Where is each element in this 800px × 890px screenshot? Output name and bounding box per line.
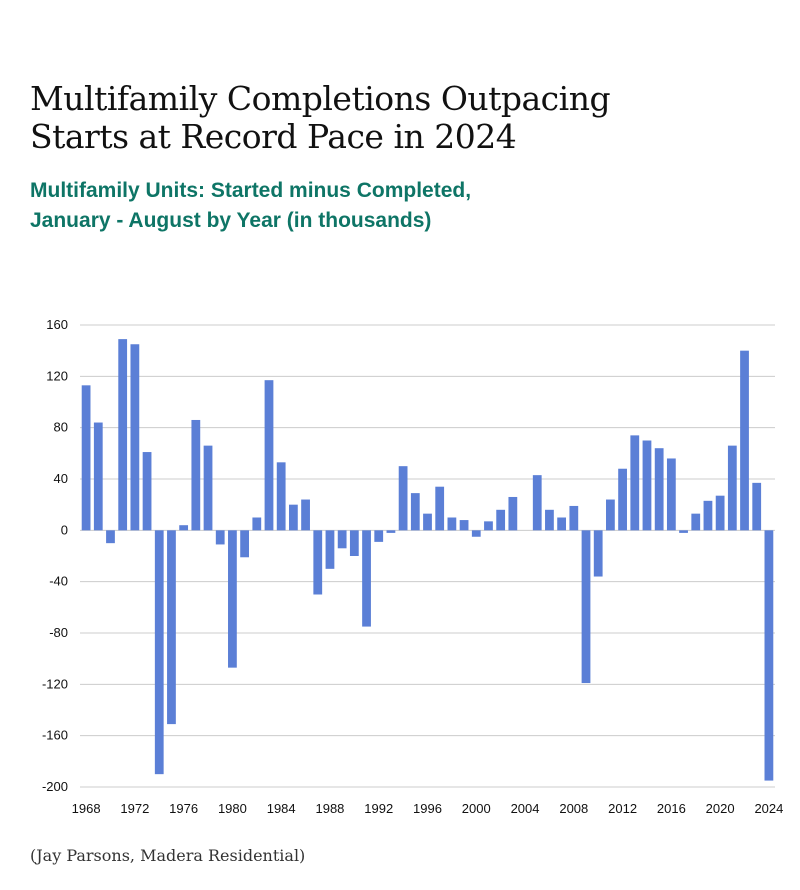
bar-1984 — [276, 462, 286, 531]
bar-1996 — [423, 513, 432, 531]
x-tick-label: 1984 — [267, 801, 296, 816]
bar-1990 — [349, 530, 359, 556]
bar-1993 — [386, 530, 396, 533]
bar-1998 — [447, 517, 457, 531]
bar-1991 — [362, 530, 371, 627]
chart-subtitle-line: Multifamily Units: Started minus Complet… — [30, 179, 472, 202]
bar-2008 — [569, 505, 579, 531]
chart-title: Multifamily Completions Outpacing Starts… — [30, 80, 770, 156]
chart-subtitle-line: January - August by Year (in thousands) — [30, 209, 432, 232]
bar-1978 — [203, 445, 213, 531]
bar-1988 — [325, 530, 335, 569]
bars — [81, 339, 774, 781]
x-tick-label: 1972 — [120, 801, 149, 816]
bar-2015 — [654, 448, 664, 531]
y-tick-label: 40 — [54, 471, 68, 486]
bar-1981 — [240, 530, 249, 558]
bar-2014 — [642, 440, 652, 531]
bar-1968 — [81, 385, 91, 531]
bar-1975 — [167, 530, 176, 725]
y-tick-label: -120 — [42, 676, 68, 691]
bar-1976 — [179, 525, 189, 531]
bar-2001 — [484, 521, 493, 531]
x-tick-label: 2016 — [657, 801, 686, 816]
y-tick-label: 80 — [54, 420, 68, 435]
x-tick-label: 2008 — [559, 801, 588, 816]
source-note: (Jay Parsons, Madera Residential) — [30, 846, 306, 865]
y-axis-ticks: 160 120 80 40 0 -40 -80 -120 -160 -200 — [42, 317, 68, 794]
y-tick-label: 120 — [46, 368, 68, 383]
bar-2017 — [679, 530, 688, 533]
chart-subtitle: Multifamily Units: Started minus Complet… — [30, 176, 770, 236]
x-tick-label: 1988 — [315, 801, 344, 816]
bar-2021 — [727, 445, 737, 531]
bar-2009 — [581, 530, 591, 684]
bar-2024 — [764, 530, 774, 781]
bar-2007 — [557, 517, 567, 531]
chart-title-line: Starts at Record Pace in 2024 — [30, 117, 517, 156]
x-tick-label: 2020 — [706, 801, 735, 816]
bar-1992 — [374, 530, 384, 542]
bar-1972 — [130, 344, 140, 531]
chart-title-line: Multifamily Completions Outpacing — [30, 79, 611, 118]
bar-1999 — [459, 520, 469, 531]
bar-1987 — [313, 530, 323, 595]
bar-2012 — [618, 468, 627, 531]
x-tick-label: 2004 — [511, 801, 540, 816]
y-tick-label: 0 — [61, 522, 68, 537]
bar-1970 — [106, 530, 115, 544]
bar-1995 — [410, 493, 420, 531]
x-tick-label: 1980 — [218, 801, 247, 816]
x-tick-label: 2012 — [608, 801, 637, 816]
x-tick-label: 1996 — [413, 801, 442, 816]
bar-2006 — [545, 509, 554, 531]
bar-1977 — [191, 419, 201, 531]
x-tick-label: 2000 — [462, 801, 491, 816]
x-axis-ticks: 1968 1972 1976 1980 1984 1988 1992 1996 2000 2004… — [72, 801, 784, 816]
y-tick-label: -80 — [49, 625, 68, 640]
bar-1982 — [252, 517, 262, 531]
bar-1983 — [264, 380, 274, 531]
bar-2000 — [471, 530, 481, 537]
y-tick-label: -40 — [49, 574, 68, 589]
y-tick-label: -200 — [42, 779, 68, 794]
bar-2003 — [508, 496, 518, 531]
bar-1985 — [288, 504, 298, 531]
bar-2023 — [752, 482, 762, 531]
y-tick-label: -160 — [42, 728, 68, 743]
bar-1979 — [215, 530, 225, 545]
gridlines — [80, 324, 775, 788]
bar-2016 — [666, 458, 676, 531]
x-tick-label: 1968 — [72, 801, 101, 816]
bar-2011 — [606, 499, 615, 531]
bar-1974 — [154, 530, 164, 775]
bar-1980 — [228, 530, 237, 668]
bar-1994 — [398, 466, 408, 531]
bar-2002 — [496, 509, 506, 531]
bar-1973 — [142, 452, 152, 531]
bar-2020 — [715, 495, 725, 531]
x-tick-label: 1992 — [364, 801, 393, 816]
y-tick-label: 160 — [46, 317, 68, 332]
bar-1986 — [301, 499, 310, 531]
bar-1989 — [337, 530, 347, 549]
bar-2022 — [740, 350, 749, 531]
bar-2005 — [532, 475, 542, 531]
bar-2019 — [703, 500, 713, 531]
x-tick-label: 2024 — [754, 801, 783, 816]
x-tick-label: 1976 — [169, 801, 198, 816]
bar-1997 — [435, 486, 445, 531]
bar-2018 — [691, 513, 701, 531]
bar-2010 — [593, 530, 603, 577]
bar-2013 — [630, 435, 640, 531]
bar-1969 — [93, 422, 103, 531]
bar-1971 — [118, 339, 128, 531]
